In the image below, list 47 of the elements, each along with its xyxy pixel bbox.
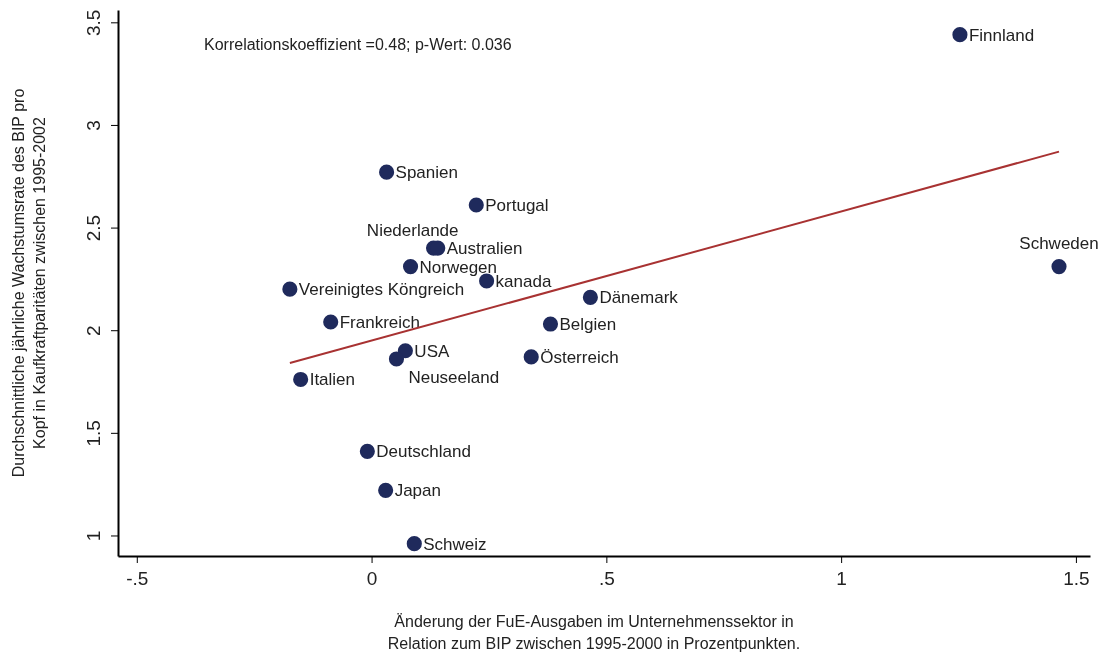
y-tick-label: 1.5 [83, 420, 104, 447]
point [542, 316, 559, 332]
point [523, 349, 539, 365]
annotation: Korrelationskoeffizient =0.48; p-Wert: 0.036 [204, 36, 512, 53]
series-label: kanada [495, 271, 552, 291]
point [379, 164, 395, 180]
x-tick-label: -.5 [126, 568, 149, 589]
y-tick-label: 2.5 [83, 214, 104, 242]
point [582, 289, 598, 305]
x-tick-label: 1 [836, 568, 847, 589]
point [468, 197, 484, 213]
y-tick-label: 3.5 [83, 9, 104, 37]
y-tick-label: 2 [83, 325, 104, 336]
point [406, 536, 422, 552]
series-label: Dänemark [599, 288, 679, 308]
x-tick-label: 0 [366, 568, 378, 589]
series-label: Deutschland [376, 442, 471, 462]
y-tick-label: 1 [83, 530, 104, 542]
series-label: Japan [394, 481, 441, 501]
series-label: Portugal [485, 196, 549, 215]
series-label: Belgien [559, 315, 617, 335]
series-label: Schweiz [423, 534, 487, 554]
series-label: Vereinigtes Köngreich [298, 280, 465, 300]
series-label: Italien [309, 370, 356, 390]
point [378, 482, 394, 498]
point [402, 259, 419, 275]
series-label: Australien [446, 239, 523, 259]
series-label: Frankreich [339, 313, 421, 332]
point [388, 351, 405, 367]
x-tick-label: .5 [598, 568, 615, 589]
point [293, 371, 309, 388]
series-label: Neuseeland [408, 367, 500, 387]
x-tick-label: 1.5 [1063, 568, 1090, 589]
y-axis-title: Durchschnittliche jährliche Wachstumsrate des BIP pro Kopf in Kaufkraftparitäten zwischen 1995-2002 [10, 88, 48, 478]
point [1051, 259, 1067, 275]
point [282, 281, 298, 297]
series-label: Niederlande [366, 221, 459, 241]
series-label: Finnland [968, 25, 1035, 45]
series-label: Schweden [1019, 233, 1099, 253]
point [323, 314, 339, 330]
series-label: Österreich [540, 347, 619, 367]
point [359, 443, 375, 459]
series-label: Spanien [395, 163, 458, 183]
series-label: USA [414, 341, 450, 361]
x-axis-title: Änderung der FuE-Ausgaben im Unternehmenssektor in Relation zum BIP zwischen 1995-2000 in Prozentpunkten. [387, 613, 801, 652]
y-tick-label: 3 [83, 120, 104, 131]
point [952, 27, 968, 43]
